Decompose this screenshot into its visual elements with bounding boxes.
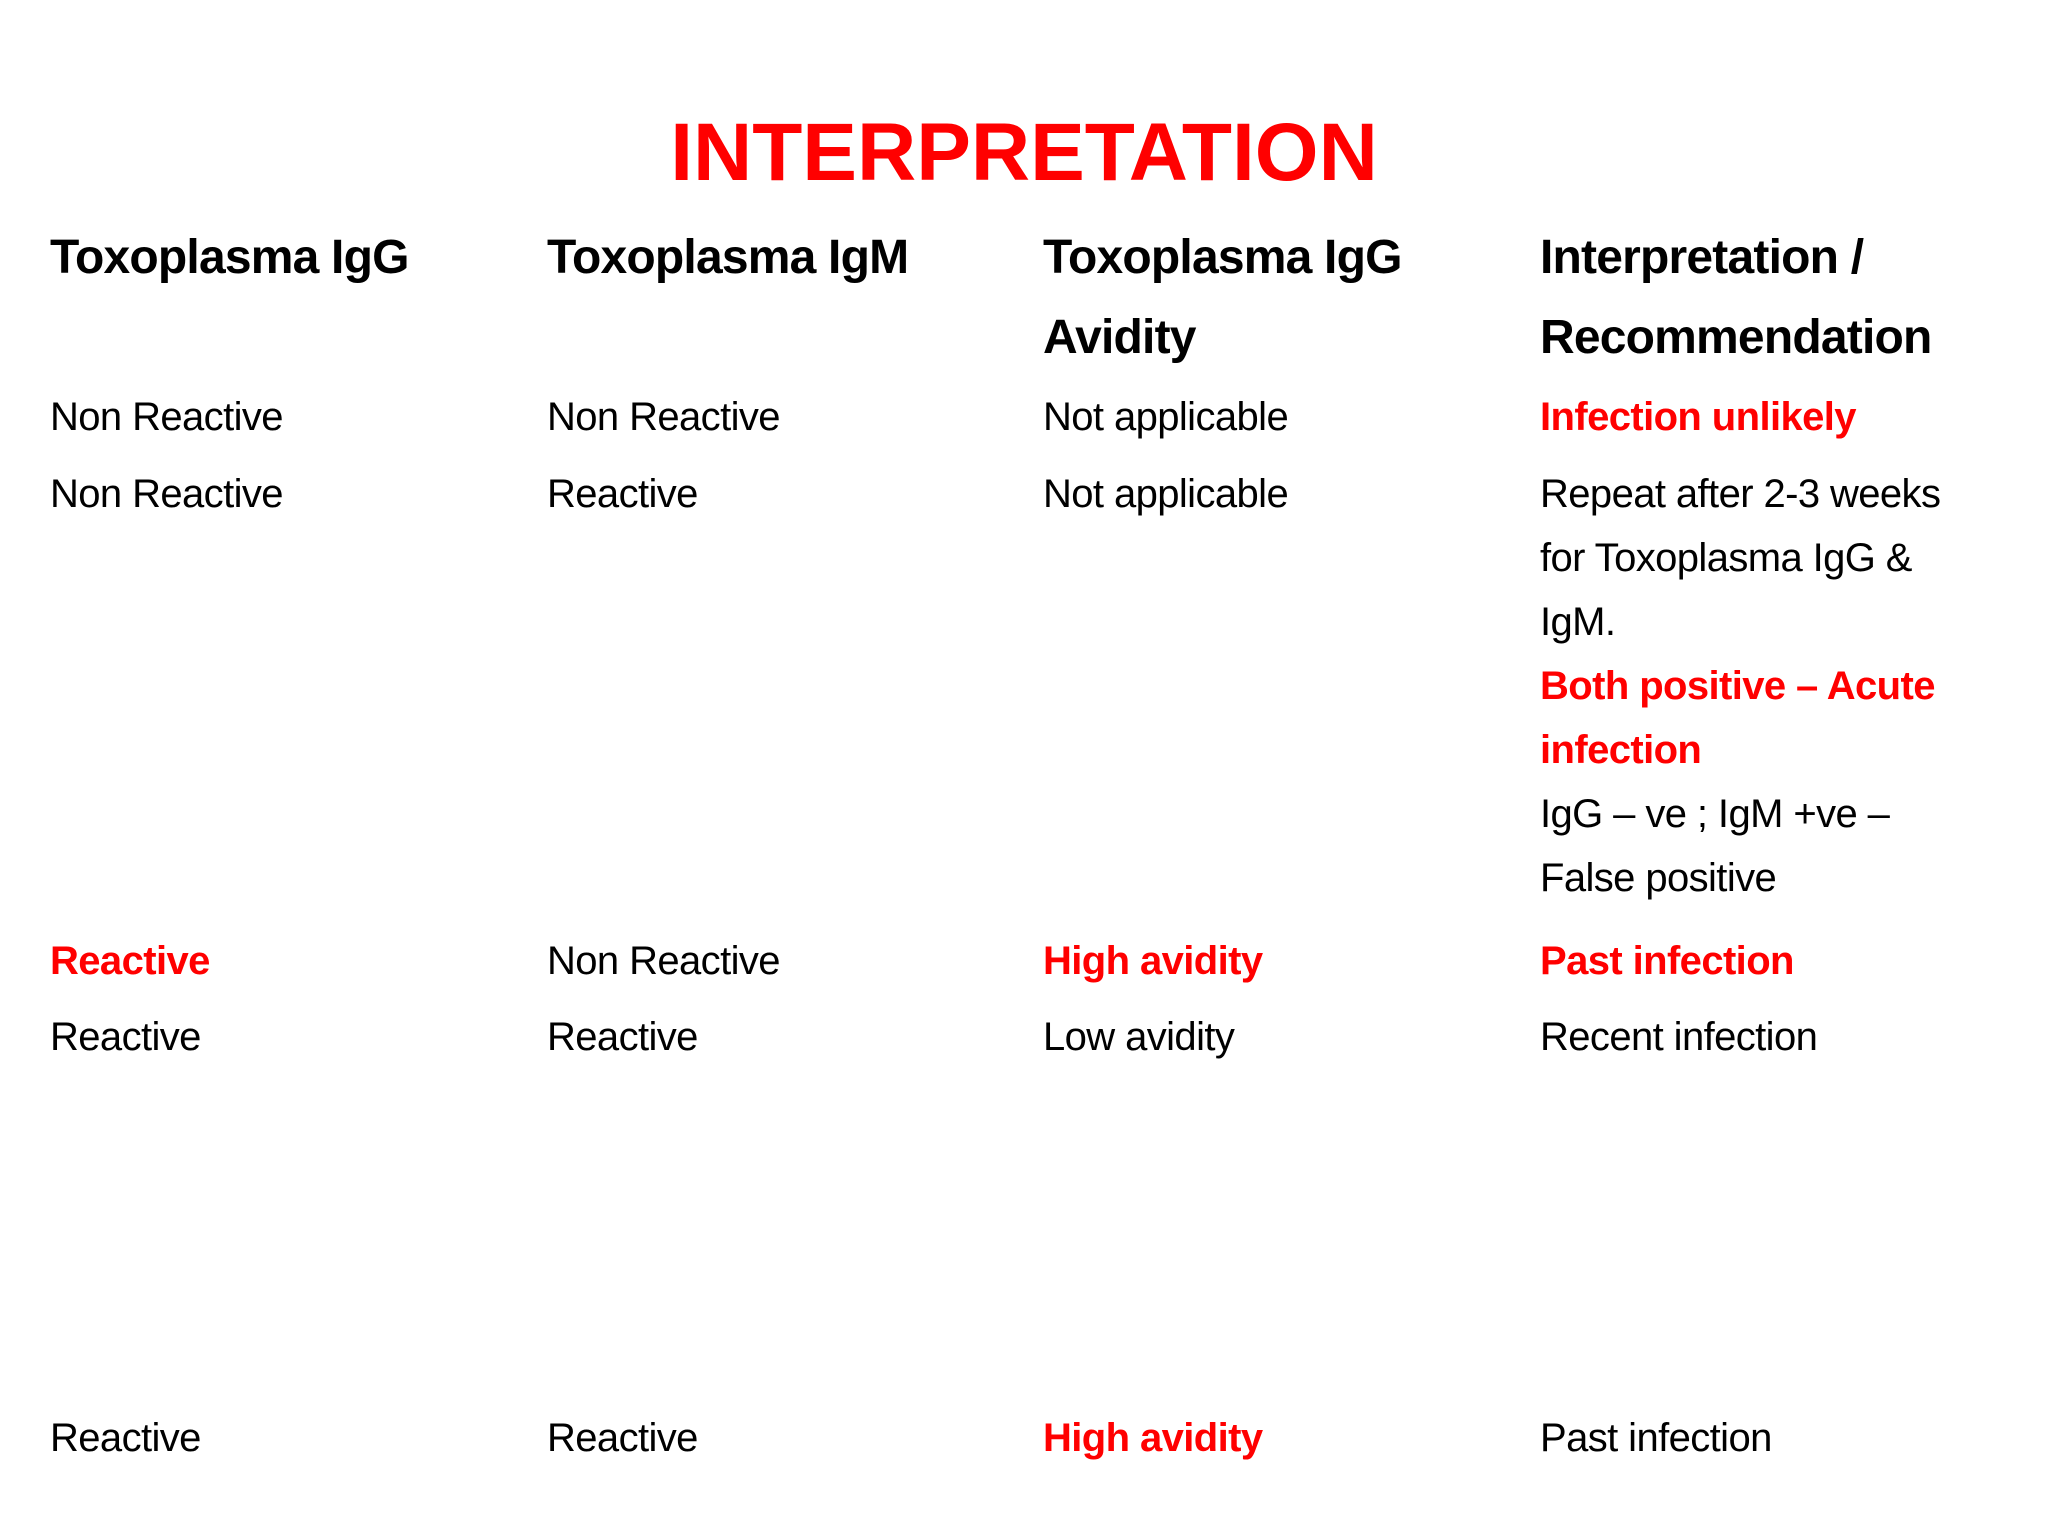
row-5-avidity: High avidity	[1043, 1416, 1263, 1460]
row-2-igm: Reactive	[547, 472, 698, 516]
interpretation-line-highlight: Past infection	[1540, 939, 1794, 983]
row-5-igm: Reactive	[547, 1416, 698, 1460]
header-toxoplasma-igg: Toxoplasma IgG	[50, 218, 520, 298]
interpretation-line: False positive	[1540, 856, 1777, 900]
header-line: Toxoplasma IgM	[547, 231, 909, 284]
header-line: Recommendation	[1540, 311, 1932, 364]
row-5-interpretation: Past infection	[1540, 1406, 1772, 1470]
header-line: Toxoplasma IgG	[1043, 231, 1402, 284]
row-1-interpretation: Infection unlikely	[1540, 385, 1857, 449]
row-3-avidity: High avidity	[1043, 939, 1263, 983]
header-line: Toxoplasma IgG	[50, 231, 409, 284]
row-5-igg: Reactive	[50, 1416, 201, 1460]
header-toxoplasma-igm: Toxoplasma IgM	[547, 218, 1017, 298]
row-2-interpretation: Repeat after 2-3 weeks for Toxoplasma Ig…	[1540, 462, 1941, 910]
interpretation-line: IgM.	[1540, 600, 1616, 644]
page-title: INTERPRETATION	[670, 107, 1378, 198]
interpretation-line: Repeat after 2-3 weeks	[1540, 472, 1941, 516]
row-4-igm: Reactive	[547, 1015, 698, 1059]
interpretation-line: Recent infection	[1540, 1015, 1818, 1059]
row-1-avidity: Not applicable	[1043, 395, 1289, 439]
interpretation-line: Past infection	[1540, 1416, 1772, 1460]
interpretation-line-highlight: infection	[1540, 728, 1702, 772]
row-1-igg: Non Reactive	[50, 395, 284, 439]
row-4-interpretation: Recent infection	[1540, 1005, 1818, 1069]
interpretation-line: for Toxoplasma IgG &	[1540, 536, 1912, 580]
interpretation-line: IgG – ve ; IgM +ve –	[1540, 792, 1890, 836]
row-3-interpretation: Past infection	[1540, 929, 1794, 993]
header-line: Interpretation /	[1540, 231, 1864, 284]
row-4-avidity: Low avidity	[1043, 1015, 1235, 1059]
row-3-igm: Non Reactive	[547, 939, 781, 983]
row-2-avidity: Not applicable	[1043, 472, 1289, 516]
row-3-igg: Reactive	[50, 939, 210, 983]
row-2-igg: Non Reactive	[50, 472, 284, 516]
interpretation-line: Infection unlikely	[1540, 395, 1857, 439]
row-1-igm: Non Reactive	[547, 395, 781, 439]
row-4-igg: Reactive	[50, 1015, 201, 1059]
header-interpretation-recommendation: Interpretation / Recommendation	[1540, 218, 2010, 378]
header-igg-avidity: Toxoplasma IgG Avidity	[1043, 218, 1513, 378]
header-line: Avidity	[1043, 311, 1196, 364]
interpretation-line-highlight: Both positive – Acute	[1540, 664, 1935, 708]
